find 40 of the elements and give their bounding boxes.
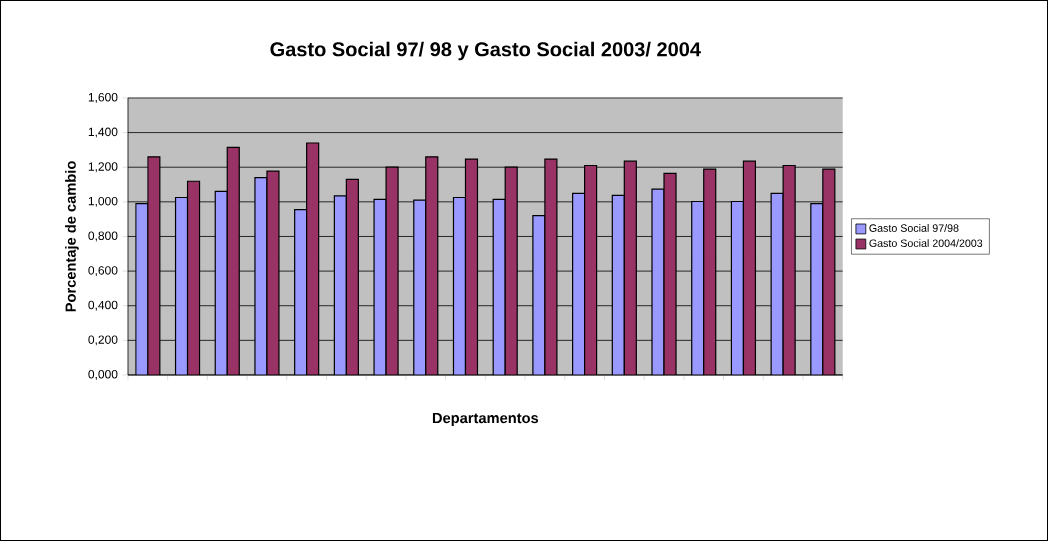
bar	[345, 178, 359, 375]
bar	[730, 200, 745, 375]
bar	[452, 196, 467, 375]
bar	[135, 202, 149, 375]
bar	[333, 195, 347, 375]
bar	[822, 168, 836, 375]
y-tick-label: 0,800	[88, 231, 118, 242]
bar	[492, 198, 506, 375]
bar	[186, 180, 201, 375]
legend-label: Gasto Social 2004/2003	[869, 239, 983, 247]
y-tick-label: 0,400	[88, 300, 118, 311]
bar	[226, 146, 240, 375]
bar	[413, 199, 427, 375]
legend-label: Gasto Social 97/98	[869, 224, 959, 232]
bar	[464, 158, 479, 375]
y-tick-label: 1,200	[88, 162, 118, 173]
y-tick-label: 0,600	[88, 266, 118, 277]
bar	[810, 202, 824, 375]
x-axis-title: Departamentos	[432, 412, 539, 427]
bar	[294, 209, 308, 375]
bar	[174, 196, 189, 375]
bar	[147, 156, 161, 375]
bar	[425, 156, 439, 375]
y-tick-label: 1,600	[88, 93, 118, 103]
y-axis-title: Porcentaje de cambio	[65, 161, 79, 312]
bar	[703, 168, 717, 375]
bar	[584, 164, 598, 375]
bar	[742, 160, 757, 375]
bar	[623, 160, 637, 375]
bar	[214, 190, 228, 375]
y-tick-label: 0,200	[88, 335, 118, 346]
bar	[504, 166, 518, 375]
y-tick-label: 1,400	[88, 127, 118, 138]
y-tick-label: 0,000	[88, 370, 118, 380]
bar	[611, 194, 625, 375]
bar	[306, 142, 320, 375]
bar	[572, 192, 586, 375]
y-tick-label: 1,000	[88, 196, 118, 207]
bar	[691, 200, 705, 375]
chart-title: Gasto Social 97/ 98 y Gasto Social 2003/ 2004	[270, 41, 701, 61]
